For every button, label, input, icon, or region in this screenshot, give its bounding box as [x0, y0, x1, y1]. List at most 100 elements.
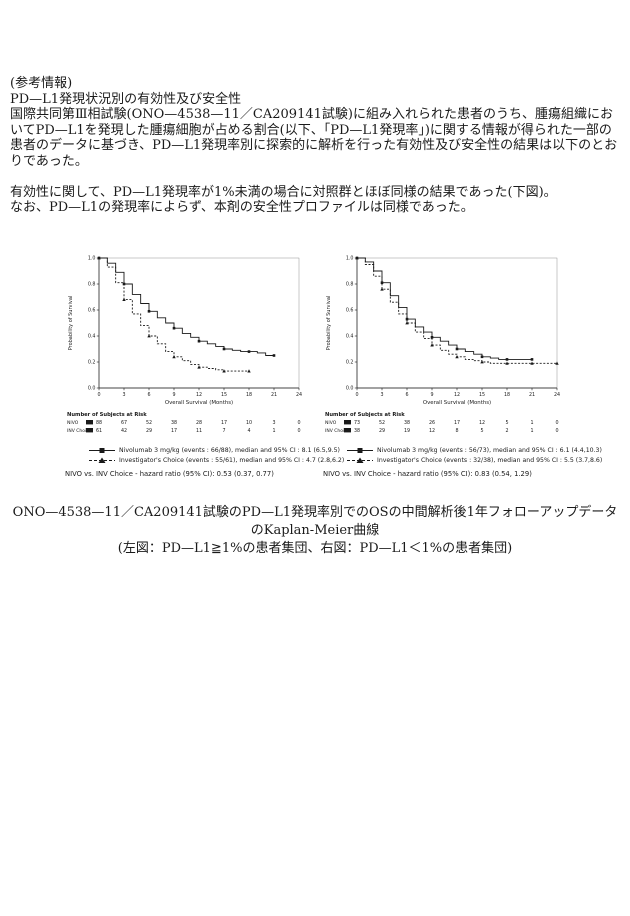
y-tick-label: 1.0 [346, 255, 354, 261]
legend-row-nivolumab: Nivolumab 3 mg/kg (events : 56/73), medi… [347, 447, 602, 455]
at-risk-value: 17 [171, 428, 177, 434]
km-figure-pdl1-lt1: 0.0 0.2 0.4 0.6 0.8 1.0 0 3 6 9 12 15 18 21 24 Overall … [323, 250, 602, 478]
x-tick-label: 9 [172, 392, 175, 398]
y-tick-label: 0.2 [88, 359, 96, 365]
solid-line-square-marker-icon [347, 448, 373, 454]
km-curve-inv-choice [99, 257, 249, 372]
y-axis-label: Probability of Survival [68, 295, 74, 350]
censor-triangle-marker [222, 369, 226, 373]
x-tick-label: 3 [122, 392, 125, 398]
x-tick-label: 24 [296, 392, 302, 398]
at-risk-value: 38 [171, 420, 177, 426]
legend-left: Nivolumab 3 mg/kg (events : 66/88), medi… [89, 447, 344, 465]
censor-square-marker [222, 347, 226, 351]
x-tick-label: 15 [221, 392, 227, 398]
censor-triangle-marker [555, 361, 559, 365]
y-tick-label: 0.0 [346, 385, 354, 391]
at-risk-value: 10 [246, 420, 252, 426]
at-risk-value: 17 [221, 420, 227, 426]
censor-square-marker [405, 317, 409, 321]
censor-triangle-marker [122, 297, 126, 301]
document-page: (参考情報) PD—L1発現状況別の有効性及び安全性 国際共同第Ⅲ相試験(ONO… [10, 76, 620, 556]
at-risk-value: 38 [404, 420, 410, 426]
y-tick-label: 0.4 [346, 333, 354, 339]
censor-square-marker [455, 347, 459, 351]
at-risk-value: 0 [297, 428, 300, 434]
censor-square-marker [505, 357, 509, 361]
legend-right: Nivolumab 3 mg/kg (events : 56/73), medi… [347, 447, 602, 465]
dashed-line-triangle-marker-icon [347, 457, 373, 464]
y-tick-label: 0.0 [88, 385, 96, 391]
dashed-line-triangle-marker-icon [89, 457, 115, 464]
y-tick-label: 0.2 [346, 359, 354, 365]
km-curve-inv-choice [357, 257, 557, 364]
at-risk-value: 17 [454, 420, 460, 426]
at-risk-value: 5 [505, 420, 508, 426]
at-risk-row-label: INV Choice [325, 428, 350, 434]
censor-square-marker [147, 309, 151, 313]
at-risk-value: 42 [121, 428, 127, 434]
x-tick-label: 6 [147, 392, 150, 398]
at-risk-value: 88 [96, 420, 102, 426]
section-heading: PD—L1発現状況別の有効性及び安全性 [10, 91, 242, 107]
at-risk-value: 28 [196, 420, 202, 426]
at-risk-title: Number of Subjects at Risk [67, 412, 147, 418]
caption-line-2: (左図：PD—L1≧1%の患者集団、右図：PD—L1＜1%の患者集団) [117, 540, 513, 556]
blank-line [10, 170, 620, 185]
at-risk-value: 11 [196, 428, 202, 434]
at-risk-value: 1 [530, 420, 533, 426]
at-risk-row-label: INV Choice [67, 428, 92, 434]
x-tick-label: 21 [529, 392, 535, 398]
caption-line-1: ONO—4538—11／CA209141試験のPD—L1発現率別でのOSの中間解… [12, 504, 618, 538]
y-tick-label: 0.8 [346, 281, 354, 287]
legend-row-inv-choice: Investigator's Choice (events : 32/38), … [347, 457, 602, 465]
legend-row-nivolumab: Nivolumab 3 mg/kg (events : 66/88), medi… [89, 447, 340, 455]
censor-triangle-marker [147, 333, 151, 338]
legend-label-nivolumab: Nivolumab 3 mg/kg (events : 66/88), medi… [119, 446, 340, 454]
km-curve-nivolumab [357, 257, 532, 360]
censor-triangle-marker [355, 255, 359, 260]
at-risk-value: 52 [146, 420, 152, 426]
x-tick-label: 18 [504, 392, 510, 398]
km-figure-pdl1-ge1: 0.0 0.2 0.4 0.6 0.8 1.0 0 3 6 9 12 15 18 21 24 Overall … [65, 250, 344, 478]
km-figures: 0.0 0.2 0.4 0.6 0.8 1.0 0 3 6 9 12 15 18 21 24 Overall … [10, 250, 620, 478]
x-tick-label: 24 [554, 392, 560, 398]
censor-triangle-marker [172, 354, 176, 358]
at-risk-value: 26 [429, 420, 435, 426]
at-risk-value: 7 [222, 428, 225, 434]
paragraph-safety: なお、PD—L1の発現率によらず、本剤の安全性プロファイルは同様であった。 [10, 200, 474, 216]
at-risk-row-label: NIVO [325, 420, 337, 426]
legend-label-nivolumab: Nivolumab 3 mg/kg (events : 56/73), medi… [377, 446, 602, 454]
x-tick-label: 9 [430, 392, 433, 398]
legend-row-inv-choice: Investigator's Choice (events : 55/61), … [89, 457, 344, 465]
censor-triangle-marker [430, 343, 434, 347]
solid-line-square-marker-icon [89, 448, 115, 454]
at-risk-series-chip [344, 419, 351, 425]
at-risk-value: 4 [247, 428, 250, 434]
paragraph-study-description: 国際共同第Ⅲ相試験(ONO—4538—11／CA209141試験)に組み入れられ… [10, 107, 618, 169]
at-risk-value: 19 [404, 428, 410, 434]
censor-triangle-marker [455, 354, 459, 358]
at-risk-value: 73 [354, 420, 360, 426]
x-tick-label: 12 [196, 392, 202, 398]
y-tick-label: 1.0 [88, 255, 96, 261]
censor-square-marker [480, 355, 484, 358]
censor-square-marker [247, 350, 251, 353]
at-risk-series-chip [86, 419, 93, 425]
km-curve-nivolumab [99, 257, 274, 356]
hazard-ratio-text-right: NIVO vs. INV Choice - hazard ratio (95% … [323, 469, 532, 478]
x-axis-label: Overall Survival (Months) [165, 400, 233, 406]
paragraph-efficacy: 有効性に関して、PD—L1発現率が1%未満の場合に対照群とほぼ同様の結果であった… [10, 184, 557, 200]
y-tick-label: 0.8 [88, 281, 96, 287]
at-risk-value: 3 [272, 420, 275, 426]
x-tick-label: 0 [355, 392, 358, 398]
at-risk-series-chip [344, 427, 351, 433]
x-tick-label: 0 [97, 392, 100, 398]
km-chart-pdl1-lt1: 0.00.20.40.60.81.00 3 6 9 12 15 18 21 24Overall … [325, 255, 560, 434]
censor-square-marker [380, 281, 384, 284]
x-tick-label: 18 [246, 392, 252, 398]
at-risk-value: 67 [121, 420, 127, 426]
at-risk-value: 0 [555, 420, 558, 426]
hazard-ratio-text-left: NIVO vs. INV Choice - hazard ratio (95% … [65, 469, 274, 478]
censor-square-marker [172, 326, 176, 330]
